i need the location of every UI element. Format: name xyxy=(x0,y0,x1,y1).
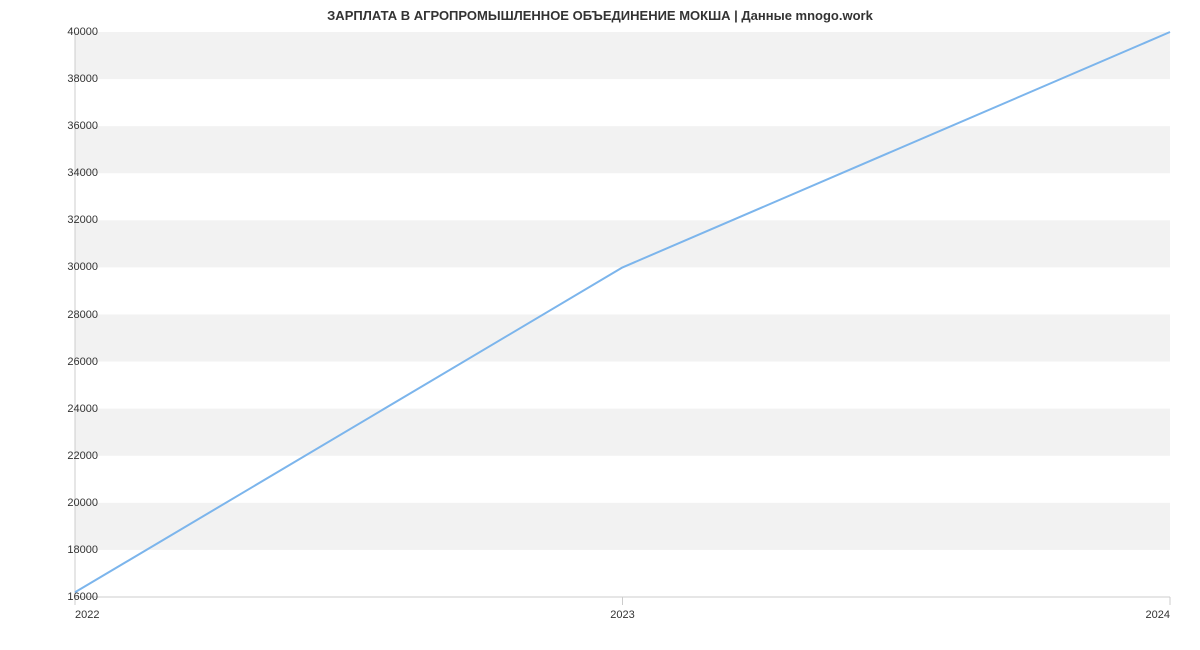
y-tick-label: 16000 xyxy=(48,591,98,603)
chart-plot-area xyxy=(75,32,1170,597)
chart-title: ЗАРПЛАТА В АГРОПРОМЫШЛЕННОЕ ОБЪЕДИНЕНИЕ … xyxy=(0,0,1200,23)
y-tick-label: 28000 xyxy=(48,309,98,321)
y-tick-label: 26000 xyxy=(48,356,98,368)
y-tick-label: 34000 xyxy=(48,167,98,179)
x-tick-label: 2023 xyxy=(610,609,634,621)
y-tick-label: 24000 xyxy=(48,403,98,415)
x-tick-label: 2024 xyxy=(1146,609,1170,621)
y-tick-label: 18000 xyxy=(48,544,98,556)
x-tick-label: 2022 xyxy=(75,609,99,621)
y-tick-label: 30000 xyxy=(48,261,98,273)
y-tick-label: 20000 xyxy=(48,497,98,509)
y-tick-label: 40000 xyxy=(48,26,98,38)
chart-svg xyxy=(75,32,1170,597)
y-tick-label: 38000 xyxy=(48,73,98,85)
y-tick-label: 32000 xyxy=(48,214,98,226)
y-tick-label: 22000 xyxy=(48,450,98,462)
y-tick-label: 36000 xyxy=(48,120,98,132)
